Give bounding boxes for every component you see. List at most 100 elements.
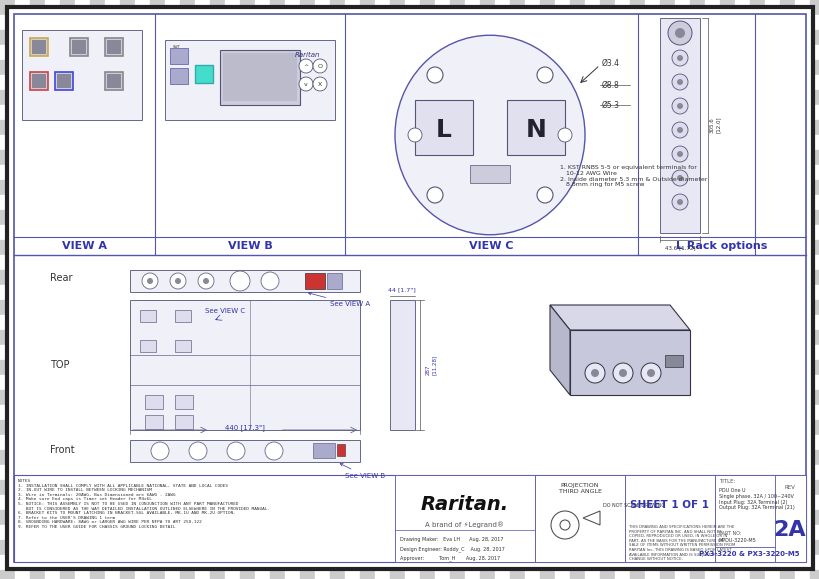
Circle shape [536, 67, 552, 83]
Bar [374, 75, 390, 90]
Bar [105, 255, 120, 270]
Bar [659, 60, 674, 75]
Bar [195, 285, 210, 300]
Bar [135, 0, 150, 15]
Bar [809, 285, 819, 300]
Bar [195, 225, 210, 240]
Bar [434, 45, 450, 60]
Bar [659, 105, 674, 120]
Bar [105, 60, 120, 75]
Bar [255, 450, 269, 465]
Bar [645, 210, 659, 225]
Bar [464, 405, 479, 420]
Bar [464, 570, 479, 579]
Bar [569, 345, 584, 360]
Bar [150, 420, 165, 435]
Bar [689, 180, 704, 195]
Bar [584, 135, 600, 150]
Bar [90, 315, 105, 330]
Bar [674, 390, 689, 405]
Bar [90, 240, 105, 255]
Bar [75, 540, 90, 555]
Bar [509, 540, 524, 555]
Bar [419, 375, 434, 390]
Bar [90, 405, 105, 420]
Bar [554, 405, 569, 420]
Bar [314, 480, 329, 495]
Bar [269, 60, 285, 75]
Bar [60, 465, 75, 480]
Bar [60, 300, 75, 315]
Bar [60, 15, 75, 30]
Bar [749, 15, 764, 30]
Bar [794, 90, 809, 105]
Bar [734, 15, 749, 30]
Bar [345, 0, 360, 15]
Bar [764, 570, 779, 579]
Bar [659, 180, 674, 195]
Bar [659, 75, 674, 90]
Bar [779, 60, 794, 75]
Bar [195, 405, 210, 420]
Bar [614, 375, 629, 390]
Bar [30, 525, 45, 540]
Bar [794, 345, 809, 360]
Bar [135, 270, 150, 285]
Bar [374, 345, 390, 360]
Bar [360, 240, 374, 255]
Bar [809, 570, 819, 579]
Bar [390, 120, 405, 135]
Bar [704, 105, 719, 120]
Bar [659, 15, 674, 30]
Bar [584, 60, 600, 75]
Bar [210, 90, 224, 105]
Bar [75, 525, 90, 540]
Bar [135, 120, 150, 135]
Bar [584, 120, 600, 135]
Bar [779, 315, 794, 330]
Bar [224, 225, 240, 240]
Bar [75, 210, 90, 225]
Bar [614, 195, 629, 210]
Bar [150, 165, 165, 180]
Bar [300, 15, 314, 30]
Bar [659, 510, 674, 525]
Bar [719, 0, 734, 15]
Bar [689, 75, 704, 90]
Bar [210, 450, 224, 465]
Bar [659, 330, 674, 345]
Bar [689, 480, 704, 495]
Bar [30, 75, 45, 90]
Bar [779, 420, 794, 435]
Bar [195, 195, 210, 210]
Bar [390, 60, 405, 75]
Bar [255, 90, 269, 105]
Bar [90, 45, 105, 60]
Bar [374, 120, 390, 135]
Bar [30, 570, 45, 579]
Bar [255, 165, 269, 180]
Bar [120, 510, 135, 525]
Bar [554, 135, 569, 150]
Bar [794, 435, 809, 450]
Bar [150, 120, 165, 135]
Bar [749, 570, 764, 579]
Bar [434, 390, 450, 405]
Bar [614, 315, 629, 330]
Bar [120, 120, 135, 135]
Bar [314, 450, 329, 465]
Bar [554, 195, 569, 210]
Bar [255, 510, 269, 525]
Bar [405, 165, 419, 180]
Bar [360, 300, 374, 315]
Bar [240, 510, 255, 525]
Circle shape [672, 98, 687, 114]
Bar [106, 74, 121, 88]
Bar [749, 135, 764, 150]
Bar [180, 465, 195, 480]
Bar [105, 135, 120, 150]
Bar [180, 555, 195, 570]
Bar [809, 555, 819, 570]
Bar [165, 435, 180, 450]
Bar [794, 285, 809, 300]
